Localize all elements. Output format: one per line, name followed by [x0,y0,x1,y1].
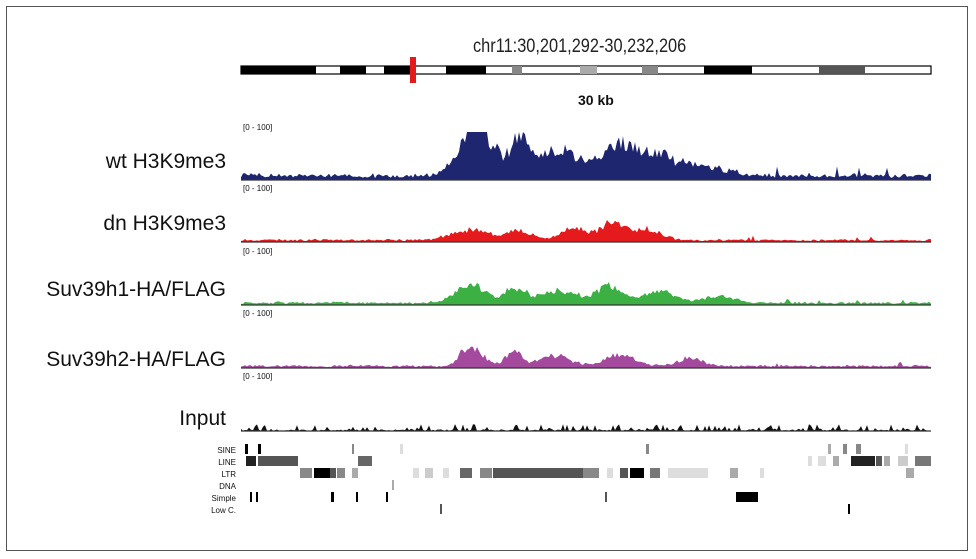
repeat-element [300,468,312,478]
ideogram-band [704,66,752,74]
signal-area [241,220,931,242]
track-label-wt-h3k9me3: wt H3K9me3 [105,150,226,173]
repeat-element [331,492,334,502]
ideogram-band [384,66,410,74]
ideogram-band [340,66,366,74]
repeat-element [400,444,403,454]
locus-label: chr11:30,201,292-30,232,206 [473,36,687,57]
repeat-element [828,444,831,454]
repeat-element [246,456,256,466]
range-label-3: [0 - 100] [243,247,273,256]
repeat-element [668,468,708,478]
repeat-element [650,468,660,478]
ideogram-band [241,66,316,74]
signal-area [241,424,931,431]
ideogram-band [819,66,865,74]
track-label-suv39h1: Suv39h1-HA/FLAG [46,278,226,301]
repeat-label-simple: Simple [211,494,236,503]
signal-tracks [241,132,931,432]
track-label-input: Input [179,407,226,430]
repeat-element [425,468,433,478]
repeat-element [607,468,613,478]
repeat-element [808,456,812,466]
repeat-element [358,456,372,466]
signal-area [241,346,931,368]
repeat-element [818,456,826,466]
repeat-element [583,468,599,478]
repeat-element [256,492,258,502]
repeat-element [843,444,847,454]
repeat-element [905,444,908,454]
repeat-label-low-complexity: Low C. [211,506,236,515]
repeat-element [352,468,358,478]
repeat-element [760,468,764,478]
repeat-element [337,468,345,478]
range-label-1: [0 - 100] [243,123,273,132]
range-label-5: [0 - 100] [243,372,273,381]
repeat-element [736,492,758,502]
repeat-element [245,444,248,454]
repeat-element [833,456,839,466]
repeat-element [392,480,394,490]
track-label-dn-h3k9me3: dn H3K9me3 [103,212,226,235]
ideogram-band [642,66,658,74]
repeat-element [876,456,882,466]
repeat-element [848,504,850,514]
repeat-element [443,468,449,478]
signal-area [241,132,931,180]
ideogram-band [580,66,597,74]
figure-frame [6,6,968,551]
chromosome-ideogram [240,57,932,83]
ideogram-band [446,66,486,74]
ideogram-band [512,66,522,74]
repeat-element [356,492,358,502]
repeat-element [460,468,472,478]
repeat-element [605,492,607,502]
repeat-element [730,468,738,478]
signal-area [241,282,931,305]
repeat-element [330,468,336,478]
repeat-element [493,468,583,478]
repeat-element [906,468,914,478]
track-label-suv39h2: Suv39h2-HA/FLAG [46,348,226,371]
range-label-4: [0 - 100] [243,309,273,318]
ideogram-current-region-marker [410,57,416,83]
repeat-element [898,456,908,466]
repeat-element [413,468,419,478]
repeat-element [884,456,890,466]
repeat-element [630,468,644,478]
repeat-element [314,468,330,478]
repeat-element [386,492,388,502]
repeat-element [646,444,649,454]
repeat-element [258,444,261,454]
repeat-element [258,456,298,466]
repeat-element [915,456,931,466]
repeatmasker-tracks [245,444,931,514]
scale-label: 30 kb [578,92,614,108]
repeat-element [480,468,492,478]
repeat-label-dna: DNA [219,482,236,491]
repeat-element [352,444,354,454]
repeat-element [440,504,442,514]
repeat-element [620,468,628,478]
repeat-element [856,444,861,454]
repeat-element [250,492,252,502]
repeat-label-line: LINE [218,458,236,467]
repeat-element [851,456,875,466]
repeat-label-ltr: LTR [221,470,236,479]
range-label-2: [0 - 100] [243,184,273,193]
repeat-label-sine: SINE [217,446,236,455]
